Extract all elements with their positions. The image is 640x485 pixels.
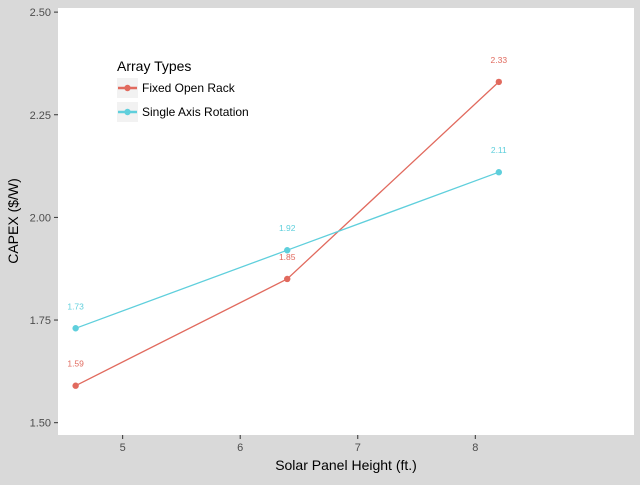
data-point	[284, 275, 291, 283]
legend-key-point	[124, 84, 131, 92]
x-axis: 5 6 7 8	[120, 435, 478, 454]
y-axis: 1.50 1.75 2.00 2.25 2.50	[30, 7, 58, 430]
data-label: 2.11	[491, 145, 507, 155]
data-point	[284, 247, 291, 254]
x-tick-label: 8	[472, 442, 478, 454]
data-label: 1.73	[67, 301, 84, 311]
plot-background	[58, 8, 634, 435]
legend-item-label: Fixed Open Rack	[142, 81, 236, 95]
y-tick-label: 1.75	[30, 315, 51, 327]
data-point	[495, 78, 503, 86]
legend: Array Types Fixed Open Rack Single Axis R…	[117, 58, 249, 122]
y-tick-label: 2.25	[30, 110, 51, 122]
data-label: 2.33	[491, 55, 508, 65]
x-axis-title: Solar Panel Height (ft.)	[275, 457, 417, 473]
x-tick-label: 7	[355, 442, 361, 454]
data-point	[495, 169, 503, 176]
legend-title: Array Types	[117, 58, 191, 74]
data-point	[72, 325, 79, 332]
legend-key-point	[124, 108, 131, 116]
y-tick-label: 2.50	[30, 7, 51, 19]
y-axis-title: CAPEX ($/W)	[5, 178, 21, 264]
y-tick-label: 1.50	[30, 418, 51, 430]
x-tick-label: 5	[120, 442, 126, 454]
legend-item-label: Single Axis Rotation	[142, 105, 249, 119]
x-tick-label: 6	[237, 442, 243, 454]
data-point	[72, 382, 79, 389]
y-tick-label: 2.00	[30, 212, 51, 224]
data-label: 1.85	[279, 252, 296, 262]
series-layer: 1.59 1.85 2.33 1.73 1.92 2.11	[67, 55, 507, 389]
legend-items: Fixed Open Rack Single Axis Rotation	[117, 78, 249, 122]
data-label: 1.92	[279, 223, 296, 233]
data-label: 1.59	[67, 359, 84, 369]
